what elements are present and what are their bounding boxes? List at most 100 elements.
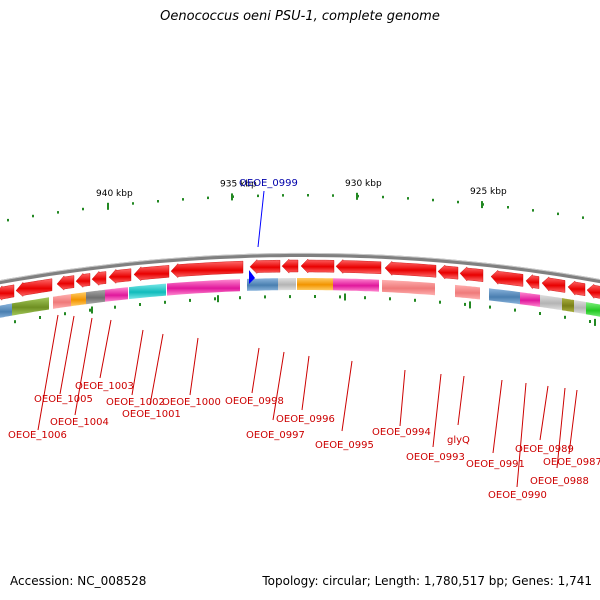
inner-tick — [314, 295, 316, 298]
inner-tick — [414, 298, 416, 302]
gene-leader-line — [131, 329, 144, 396]
forward-gene-arrow — [586, 283, 600, 299]
gene-label: OEOE_1005 — [34, 394, 93, 405]
forward-gene-arrow — [335, 259, 382, 275]
inner-tick — [39, 316, 41, 319]
ruler-dot — [432, 198, 434, 202]
reverse-gene-block — [129, 283, 166, 300]
ruler-dot — [507, 206, 509, 209]
inner-tick — [214, 297, 216, 301]
gene-leader-line — [301, 355, 310, 411]
reverse-gene-block — [540, 294, 562, 311]
gene-leader-line — [74, 317, 93, 416]
ruler-dot — [32, 214, 34, 218]
reverse-gene-block — [53, 294, 71, 309]
inner-tick — [364, 296, 366, 300]
ruler-dot — [57, 211, 59, 214]
forward-gene-arrow — [249, 259, 281, 275]
gene-label: OEOE_0995 — [315, 440, 374, 451]
reverse-gene-block — [333, 278, 379, 292]
reverse-gene-block — [520, 292, 540, 307]
forward-gene-arrow — [170, 260, 244, 279]
gene-leader-line — [59, 315, 75, 395]
forward-gene-arrow — [525, 274, 540, 290]
ruler-dot — [382, 195, 384, 199]
inner-tick — [189, 298, 191, 302]
reverse-gene-block — [247, 278, 278, 291]
inner-tick — [539, 312, 541, 315]
reverse-gene-block — [0, 303, 12, 318]
ruler-dot — [182, 198, 184, 201]
gene-label: glyQ — [447, 435, 470, 446]
reverse-gene-block — [455, 284, 480, 300]
genome-summary-text: Topology: circular; Length: 1,780,517 bp… — [262, 574, 592, 588]
forward-gene-arrow — [91, 270, 107, 286]
ruler-dot — [207, 196, 209, 200]
gene-label: OEOE_0989 — [515, 444, 574, 455]
ruler-major-tick — [356, 192, 358, 200]
ruler-major-tick — [231, 193, 233, 201]
reverse-gene-block — [12, 297, 49, 316]
inner-major-tick — [344, 293, 346, 301]
reverse-gene-block — [86, 289, 105, 305]
inner-tick — [489, 305, 491, 309]
gene-label: OEOE_0993 — [406, 452, 465, 463]
forward-gene-arrow — [459, 266, 484, 282]
inner-tick — [264, 295, 266, 299]
gene-label: OEOE_1003 — [75, 381, 134, 392]
inner-major-tick — [91, 306, 93, 314]
forward-gene-arrow — [437, 264, 459, 280]
ruler-dot — [157, 200, 159, 203]
forward-gene-arrow — [75, 272, 91, 288]
gene-leader-line — [516, 382, 527, 488]
forward-gene-arrow — [384, 260, 437, 278]
gene-label: OEOE_1006 — [8, 430, 67, 441]
inner-tick — [139, 303, 141, 306]
ruler-dot — [7, 218, 9, 222]
ruler-dot — [557, 212, 559, 216]
ruler-dot — [257, 194, 259, 198]
gene-leader-line — [492, 379, 503, 454]
inner-tick — [339, 295, 341, 299]
forward-gene-arrow — [281, 258, 299, 274]
inner-tick — [164, 300, 166, 304]
gene-label: OEOE_0988 — [530, 476, 589, 487]
gene-leader-line — [251, 347, 260, 394]
ruler-dot — [307, 194, 309, 197]
inner-major-tick — [469, 301, 471, 309]
forward-gene-arrow — [56, 275, 75, 291]
reverse-gene-block — [105, 287, 128, 302]
gene-leader-line — [272, 351, 285, 421]
reverse-gene-block — [489, 288, 520, 305]
gene-leader-line — [432, 373, 442, 448]
gene-label: OEOE_0990 — [488, 490, 547, 501]
gene-label: OEOE_1004 — [50, 417, 109, 428]
gene-label: OEOE_0987 — [543, 457, 600, 468]
inner-tick — [514, 308, 516, 312]
gene-label: OEOE_0997 — [246, 430, 305, 441]
inner-tick — [64, 312, 66, 316]
forward-gene-arrow — [490, 269, 524, 287]
gene-label: OEOE_0996 — [276, 414, 335, 425]
gene-label: OEOE_1002 — [106, 397, 165, 408]
ruler-major-tick — [481, 201, 483, 209]
focus-leader-line — [257, 190, 265, 248]
inner-tick — [464, 302, 466, 306]
ruler-dot — [532, 209, 534, 212]
gene-leader-line — [556, 387, 566, 469]
inner-tick — [14, 320, 16, 324]
gene-label: OEOE_1000 — [162, 397, 221, 408]
gene-label: OEOE_1001 — [122, 409, 181, 420]
gene-leader-line — [341, 360, 353, 432]
gene-leader-line — [149, 333, 164, 406]
ruler-label: 940 kbp — [96, 189, 133, 199]
forward-gene-arrow — [15, 278, 53, 297]
inner-major-tick — [217, 295, 219, 303]
forward-gene-arrow — [108, 268, 132, 284]
reverse-gene-block — [167, 279, 240, 296]
gene-leader-line — [568, 389, 578, 455]
ruler-label: 925 kbp — [470, 187, 507, 197]
reverse-gene-block — [586, 302, 600, 317]
gene-label: OEOE_0994 — [372, 427, 431, 438]
